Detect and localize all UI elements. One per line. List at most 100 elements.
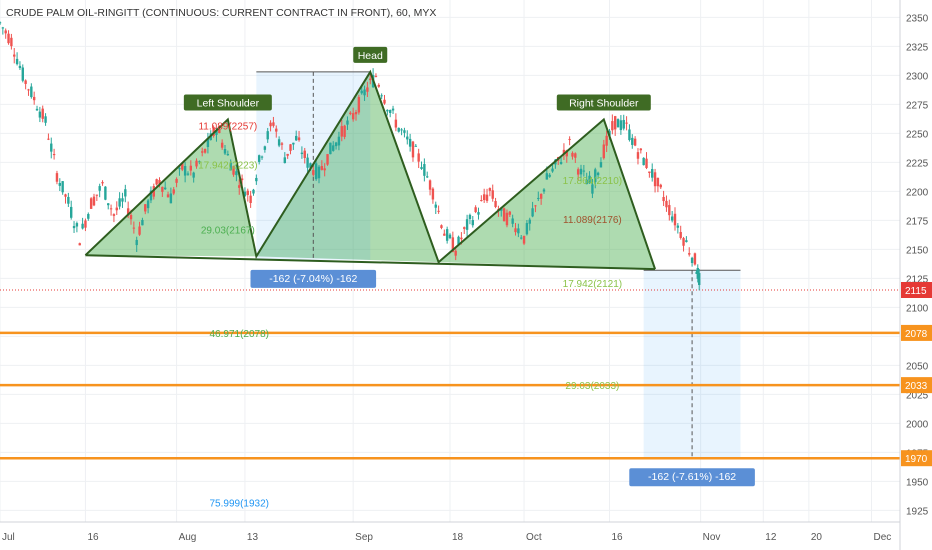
candle-body — [238, 185, 241, 188]
candle-body — [414, 145, 418, 147]
candle-body — [4, 30, 7, 34]
candle-body — [363, 89, 366, 96]
candle-body — [451, 237, 455, 252]
candle-body — [195, 160, 198, 167]
candle-body — [454, 250, 457, 256]
candle-body — [21, 67, 24, 81]
candle-body — [129, 215, 133, 220]
candle-body — [662, 197, 665, 202]
x-tick-label: Aug — [179, 532, 197, 543]
last-price-label: 2115 — [905, 286, 927, 297]
candle-body — [565, 150, 568, 157]
candle-body — [161, 186, 164, 192]
candle-body — [636, 152, 640, 159]
candle-body — [574, 153, 577, 158]
candle-body — [309, 163, 312, 168]
candle-body — [397, 127, 400, 132]
candle-body — [252, 189, 255, 194]
pattern-label-bg — [353, 46, 388, 63]
last-price-tag — [901, 282, 932, 298]
candle-body — [502, 208, 506, 222]
candle-body — [275, 128, 278, 132]
candle-body — [269, 122, 272, 127]
candle-body — [292, 142, 295, 145]
candle-body — [55, 173, 59, 182]
candle-body — [594, 169, 597, 182]
candle-body — [443, 233, 446, 236]
candle-body — [457, 236, 460, 245]
candle-body — [579, 168, 583, 175]
candle-body — [181, 163, 184, 170]
candle-body — [146, 200, 150, 209]
candle-body — [633, 138, 637, 146]
candle-body — [445, 229, 449, 241]
candle-body — [124, 189, 127, 197]
y-tick-label: 2325 — [906, 42, 929, 53]
y-tick-label: 1950 — [906, 477, 929, 488]
y-tick-label: 2300 — [906, 71, 929, 82]
pattern-label: Left Shoulder — [197, 97, 260, 109]
candle-body — [468, 214, 472, 219]
candle-body — [619, 120, 623, 131]
candle-body — [568, 138, 571, 140]
candle-body — [448, 234, 452, 239]
candle-body — [132, 227, 136, 229]
candle-body — [30, 86, 33, 98]
candle-body — [27, 89, 30, 91]
fib-label: 29.03(2033) — [565, 381, 619, 392]
candle-body — [201, 151, 204, 153]
fib-label: 29.03(2167) — [201, 226, 255, 237]
candle-body — [386, 109, 389, 112]
neckline — [85, 254, 656, 271]
candle-body — [539, 193, 543, 199]
candle-body — [326, 154, 329, 165]
candle-body — [277, 139, 281, 146]
candle-body — [651, 169, 654, 178]
candle-body — [616, 119, 620, 128]
x-axis: Jul 16 Aug 13 Sep 18 Oct 16 Nov 12 20 Dec — [0, 521, 900, 543]
candle-body — [192, 172, 195, 178]
candle-body — [104, 186, 107, 200]
candle-body — [670, 216, 674, 221]
candle-body — [78, 243, 81, 246]
candle-body — [642, 157, 645, 166]
candle-body — [423, 164, 426, 176]
candle-body — [35, 108, 39, 111]
candle-body — [351, 113, 355, 120]
candle-body — [198, 161, 201, 163]
candle-body — [520, 237, 523, 239]
candle-body — [673, 213, 677, 226]
candle-body — [7, 33, 10, 44]
candle-body — [380, 95, 383, 97]
x-tick-label: 13 — [247, 532, 259, 543]
candle-body — [485, 194, 489, 201]
fib-label: 11.089(2257) — [198, 121, 257, 132]
candle-body — [491, 190, 494, 199]
level-tag — [901, 324, 932, 341]
candle-body — [67, 196, 70, 204]
candle-body — [571, 152, 574, 157]
candle-body — [696, 267, 699, 279]
candle-body — [400, 129, 403, 131]
candle-body — [64, 194, 67, 197]
candle-body — [528, 219, 531, 224]
candle-body — [585, 179, 588, 185]
candle-body — [297, 137, 301, 141]
pattern-label-bg — [556, 94, 651, 111]
candle-body — [434, 204, 437, 208]
x-tick-label: 16 — [611, 532, 623, 543]
candle-body — [388, 110, 392, 113]
candle-body — [460, 237, 463, 240]
candle-body — [420, 167, 423, 169]
candle-body — [505, 212, 509, 226]
candle-body — [289, 144, 292, 151]
candle-body — [243, 191, 247, 197]
candle-body — [682, 238, 685, 246]
y-tick-label: 2050 — [906, 361, 929, 372]
candle-body — [596, 172, 600, 176]
candle-body — [175, 178, 178, 183]
candle-body — [295, 135, 298, 141]
y-tick-label: 2250 — [906, 129, 929, 140]
candle-body — [138, 226, 141, 235]
